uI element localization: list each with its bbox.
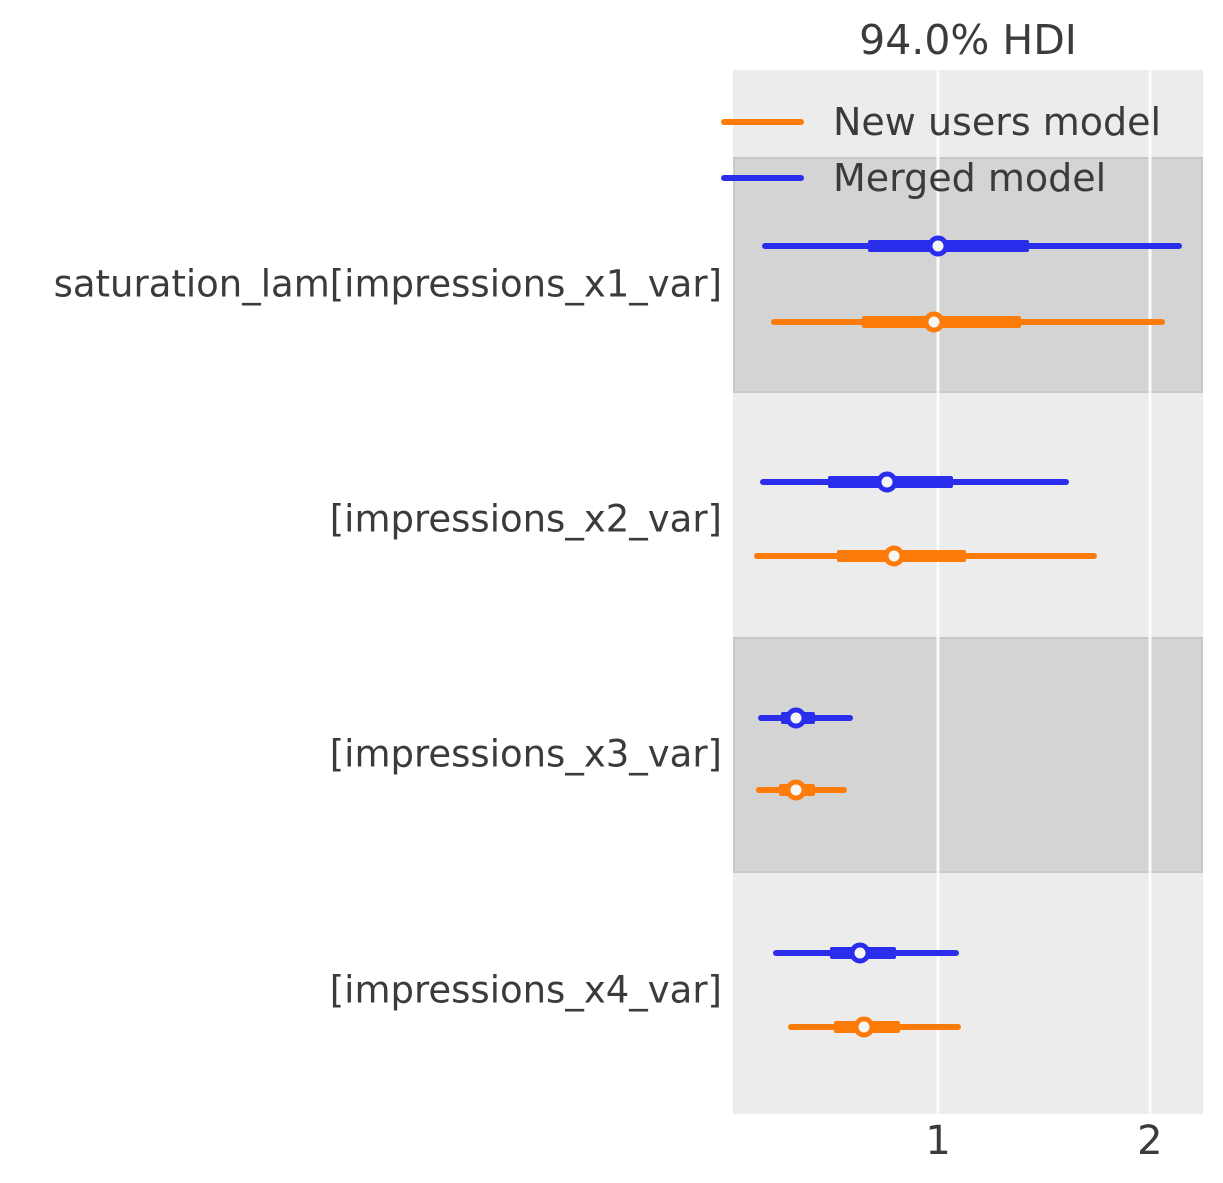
row2-new-users-model-median-dot: [883, 545, 905, 567]
legend-line-merged-model: [721, 174, 804, 181]
shaded-band-2: [733, 636, 1203, 874]
row3-new-users-model-median-dot: [785, 779, 807, 801]
y-label-row1: saturation_lam[impressions_x1_var]: [53, 262, 722, 306]
gridline-x-2: [1148, 70, 1152, 1114]
y-label-row3: [impressions_x3_var]: [329, 732, 722, 776]
row4-merged-model-median-dot: [849, 942, 871, 964]
row4-new-users-model-median-dot: [853, 1016, 875, 1038]
row1-merged-model-interquartile-line: [868, 240, 1030, 253]
row3-merged-model-median-dot: [785, 707, 807, 729]
legend-label-new-users-model: New users model: [833, 99, 1162, 144]
legend-entry-merged-model: Merged model: [721, 156, 1106, 200]
legend-line-new-users-model: [721, 118, 804, 125]
legend-entry-new-users-model: New users model: [721, 100, 1161, 144]
x-tick-label-1: 1: [925, 1118, 951, 1164]
row2-merged-model-median-dot: [876, 471, 898, 493]
x-tick-label-2: 2: [1137, 1118, 1163, 1164]
gridline-x-1: [936, 70, 940, 1114]
row1-merged-model-median-dot: [927, 235, 949, 257]
plot-title: 94.0% HDI: [859, 16, 1077, 64]
row1-new-users-model-median-dot: [923, 311, 945, 333]
shaded-band-1: [733, 156, 1203, 393]
y-label-row4: [impressions_x4_var]: [329, 968, 722, 1012]
plot-area: [733, 70, 1203, 1114]
legend-label-merged-model: Merged model: [833, 155, 1107, 200]
y-label-row2: [impressions_x2_var]: [329, 497, 722, 541]
